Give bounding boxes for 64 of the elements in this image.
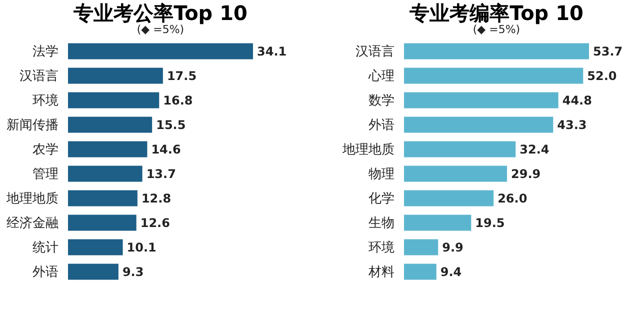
bar — [404, 239, 438, 256]
text: (◆ =5%) — [136, 23, 184, 36]
y-tick-label: 物理 — [368, 166, 394, 182]
y-tick-label: 法学 — [32, 44, 58, 60]
data-label: 26.0 — [498, 191, 528, 206]
data-label: 52.0 — [587, 68, 617, 83]
bar — [404, 116, 554, 133]
chart-title: 专业考编率Top 10 — [408, 1, 584, 25]
bar — [68, 166, 142, 182]
y-tick-label: 农学 — [32, 142, 58, 158]
y-tick-label: 经济金融 — [6, 216, 58, 231]
text: (◆ =5%) — [472, 23, 520, 36]
data-label: 53.7 — [593, 44, 623, 58]
data-label: 15.5 — [156, 118, 186, 132]
data-label: 32.4 — [520, 142, 550, 156]
bar — [68, 116, 152, 133]
data-label: 10.1 — [126, 240, 156, 254]
y-tick-label: 外语 — [368, 118, 394, 133]
bar — [404, 214, 472, 231]
y-tick-label: 汉语言 — [356, 43, 394, 60]
data-label: 14.6 — [151, 142, 181, 156]
y-tick-label: 环境 — [368, 239, 394, 256]
bar — [404, 141, 516, 158]
bar — [404, 43, 589, 60]
bar — [68, 239, 123, 256]
data-label: 9.4 — [440, 264, 462, 279]
bar — [404, 92, 558, 108]
y-tick-label: 数学 — [368, 93, 394, 108]
data-label: 9.3 — [122, 264, 144, 279]
chart-title: 专业考公率Top 10 — [72, 1, 248, 25]
y-tick-label: 地理地质 — [6, 191, 58, 206]
bar — [404, 264, 436, 280]
bar — [68, 214, 136, 231]
data-label: 12.6 — [140, 216, 170, 230]
y-tick-label: 汉语言 — [20, 68, 58, 84]
data-label: 44.8 — [562, 93, 592, 108]
data-label: 34.1 — [257, 44, 287, 58]
data-label: 43.3 — [557, 118, 587, 132]
y-tick-label: 化学 — [368, 191, 394, 206]
bar — [68, 141, 148, 158]
y-tick-label: 地理地质 — [342, 142, 394, 158]
bar — [68, 264, 118, 280]
data-label: 16.8 — [163, 93, 193, 108]
y-tick-label: 生物 — [368, 216, 394, 231]
y-tick-label: 外语 — [32, 264, 58, 280]
y-tick-label: 新闻传播 — [6, 118, 58, 133]
y-tick-label: 材料 — [368, 264, 394, 280]
y-tick-label: 统计 — [32, 240, 58, 256]
data-label: 13.7 — [146, 166, 176, 181]
y-tick-label: 环境 — [32, 92, 58, 108]
bar — [404, 190, 494, 206]
data-label: 29.9 — [511, 166, 541, 181]
data-label: 12.8 — [141, 191, 172, 206]
bar — [404, 68, 584, 84]
bar — [68, 92, 160, 108]
y-tick-label: 心理 — [368, 68, 394, 84]
bar — [68, 43, 253, 60]
data-label: 17.5 — [166, 68, 197, 83]
data-label: 9.9 — [442, 240, 464, 254]
bar — [404, 166, 508, 182]
y-tick-label: 管理 — [32, 166, 58, 182]
bar — [68, 68, 163, 84]
bar — [68, 190, 138, 206]
data-label: 19.5 — [475, 216, 505, 230]
